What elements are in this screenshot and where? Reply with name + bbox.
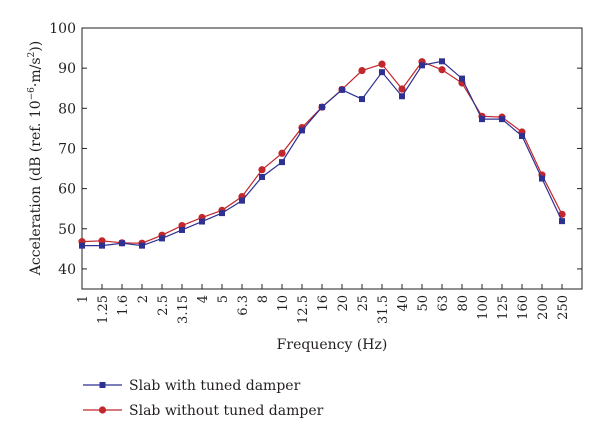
series-line — [81, 60, 563, 244]
data-point-square — [479, 116, 485, 123]
legend-item-without-damper: Slab without tuned damper — [83, 403, 324, 419]
y-axis-label-prefix: Acceleration (dB (ref. 10 — [28, 100, 44, 276]
data-point-square — [139, 242, 145, 249]
series-line — [82, 60, 563, 247]
x-tick-label: 10 — [276, 295, 291, 312]
data-point-square — [299, 127, 305, 134]
legend-marker-without-damper — [98, 406, 107, 414]
x-tick-label: 1.25 — [96, 295, 111, 324]
x-tick-label: 1.6 — [116, 295, 131, 316]
y-axis-label-suffix: )) — [28, 41, 44, 52]
data-point-circle — [378, 60, 386, 68]
x-axis-label: Frequency (Hz) — [277, 337, 388, 353]
x-tick-label: 50 — [416, 295, 431, 312]
data-point-square — [279, 159, 285, 166]
data-point-square — [439, 58, 445, 65]
y-tick-label: 100 — [49, 21, 76, 37]
x-tick-label: 25 — [356, 295, 371, 312]
y-tick-label: 80 — [58, 101, 76, 117]
x-tick-label: 200 — [536, 295, 551, 320]
x-tick-label: 2.5 — [156, 295, 171, 316]
data-point-circle — [358, 66, 366, 75]
x-tick-label: 100 — [476, 295, 491, 320]
data-point-square — [539, 175, 545, 182]
y-tick-label: 70 — [58, 141, 76, 157]
x-tick-label: 125 — [496, 295, 511, 320]
x-tick-label: 16 — [316, 295, 331, 312]
data-point-circle — [438, 66, 446, 74]
y-axis-label-exp1: −6 — [27, 87, 37, 101]
data-point-square — [379, 69, 385, 76]
x-tick-label: 8 — [256, 295, 271, 303]
x-tick-label: 2 — [136, 295, 151, 303]
legend-label-without-damper: Slab without tuned damper — [129, 403, 324, 419]
y-tick-label: 50 — [58, 222, 76, 238]
data-point-square — [359, 96, 365, 103]
data-point-square — [199, 218, 205, 225]
data-point-circle — [398, 85, 406, 93]
data-point-square — [119, 240, 125, 247]
x-tick-label: 80 — [456, 295, 471, 312]
x-tick-label: 12.5 — [296, 295, 311, 324]
data-point-square — [319, 104, 325, 111]
data-point-square — [259, 173, 265, 180]
legend: Slab with tuned damper Slab without tune… — [83, 378, 324, 419]
x-tick-label: 63 — [436, 295, 451, 312]
series-layer — [78, 58, 566, 249]
x-tick-label: 5 — [216, 295, 231, 303]
x-tick-label: 1 — [76, 295, 91, 303]
y-axis-label: Acceleration (dB (ref. 10−6·m/s2)) — [27, 41, 44, 276]
data-point-square — [99, 242, 105, 249]
data-point-square — [239, 197, 245, 204]
plot-frame — [81, 27, 583, 290]
y-tick-label: 90 — [58, 61, 76, 77]
x-tick-label: 6.3 — [236, 295, 251, 316]
y-axis-label-mid: ·m/s — [28, 57, 44, 87]
data-point-square — [499, 116, 505, 123]
y-axis: 40 50 60 70 80 90 100 — [49, 21, 582, 278]
data-point-circle — [98, 237, 106, 245]
series-with-damper — [79, 58, 565, 249]
x-tick-label: 20 — [336, 295, 351, 312]
legend-item-with-damper: Slab with tuned damper — [83, 378, 301, 394]
data-point-square — [159, 235, 165, 242]
data-point-circle — [258, 166, 266, 174]
data-point-square — [519, 133, 525, 140]
series-without-damper — [78, 58, 566, 247]
legend-label-with-damper: Slab with tuned damper — [129, 378, 301, 394]
y-tick-label: 60 — [58, 182, 76, 198]
data-point-square — [399, 93, 405, 100]
legend-marker-with-damper — [99, 382, 106, 388]
data-point-square — [459, 75, 465, 82]
x-tick-label: 31.5 — [376, 295, 391, 324]
data-point-square — [559, 218, 565, 225]
data-point-square — [79, 242, 85, 249]
data-point-square — [339, 86, 345, 93]
data-point-square — [419, 62, 425, 69]
x-tick-label: 160 — [516, 295, 531, 320]
x-axis: 1 1.25 1.6 2 2.5 3.15 4 5 6.3 8 10 12.5 16 20 25 31.5 40… — [76, 284, 571, 324]
y-axis-label-exp2: 2 — [27, 52, 37, 58]
x-tick-label: 40 — [396, 295, 411, 312]
data-point-circle — [278, 149, 286, 157]
x-tick-label: 3.15 — [176, 295, 191, 324]
data-point-square — [219, 210, 225, 217]
x-tick-label: 250 — [556, 295, 571, 320]
x-tick-label: 4 — [196, 295, 211, 303]
data-point-square — [179, 226, 185, 233]
y-tick-label: 40 — [58, 262, 76, 278]
